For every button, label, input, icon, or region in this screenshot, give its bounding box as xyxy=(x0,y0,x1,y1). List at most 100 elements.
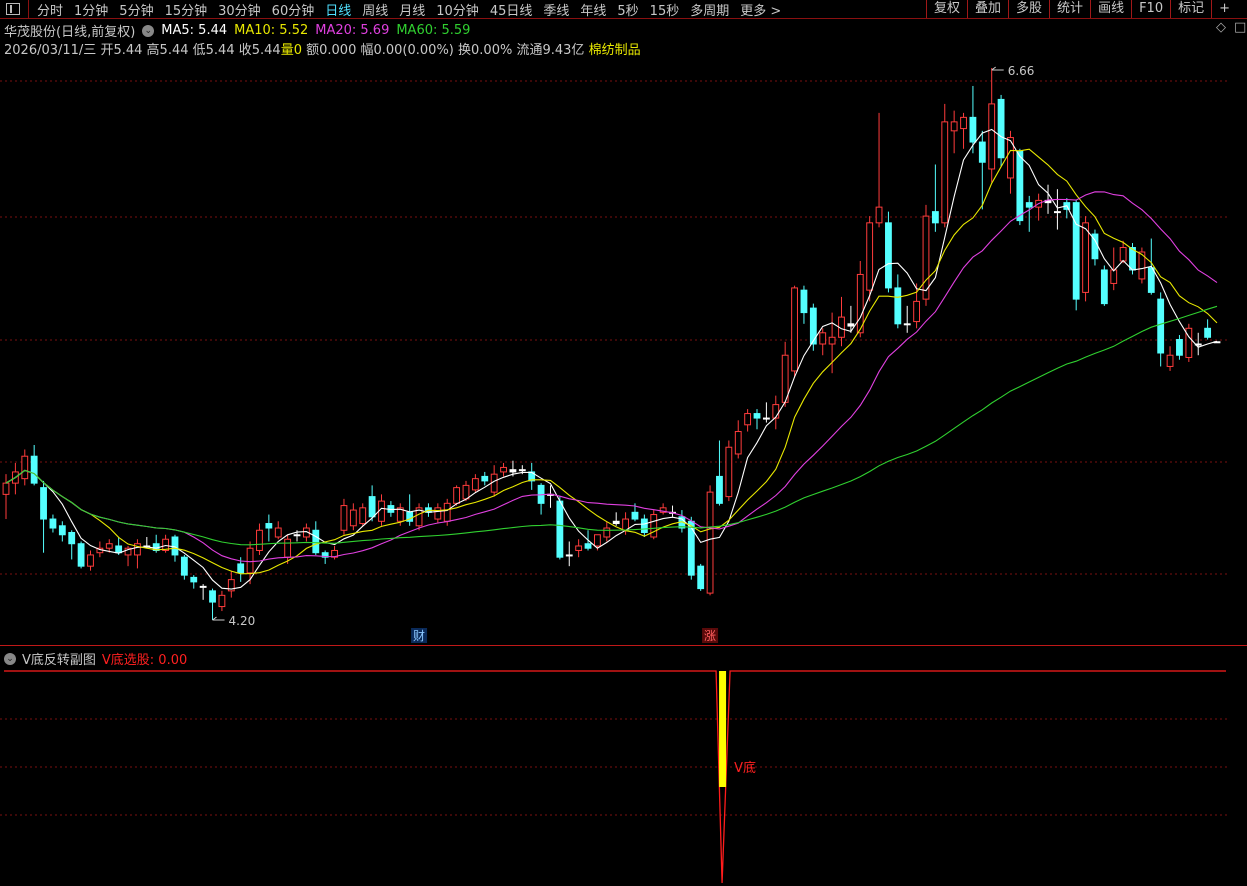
candle-body xyxy=(453,487,461,504)
candle-body xyxy=(209,590,216,603)
sector-link[interactable]: 棉纺制品 xyxy=(588,43,641,58)
candle xyxy=(950,110,958,154)
period-tab[interactable]: 15分钟 xyxy=(164,3,208,19)
kline-chart[interactable]: 6.66 4.20 财 涨 V底 xyxy=(0,58,1247,886)
candle xyxy=(650,510,658,540)
candle xyxy=(40,480,47,553)
candle-body xyxy=(265,523,273,529)
candle-body xyxy=(960,116,967,130)
candle-body xyxy=(725,446,733,498)
event-marker: 财 xyxy=(413,629,425,643)
candle xyxy=(199,584,207,600)
candle xyxy=(856,260,864,338)
candle-body xyxy=(87,554,94,567)
period-tab[interactable]: 60分钟 xyxy=(271,3,315,19)
period-tab[interactable]: 周线 xyxy=(362,3,389,19)
candle-body xyxy=(124,547,132,556)
toolbar-button[interactable]: 多股 xyxy=(1008,0,1049,18)
candle-body xyxy=(697,565,705,590)
candle-body xyxy=(988,103,996,170)
candle xyxy=(21,449,29,486)
ma20-line xyxy=(5,191,1218,563)
candle xyxy=(706,485,714,596)
period-tab[interactable]: 5秒 xyxy=(617,3,639,19)
candle xyxy=(772,395,780,430)
period-tab[interactable]: 更多 > xyxy=(740,3,782,19)
candle xyxy=(105,539,113,553)
period-tab[interactable]: 1分钟 xyxy=(74,3,109,19)
candle-body xyxy=(1185,327,1193,358)
candle xyxy=(227,570,235,598)
candle xyxy=(1176,335,1183,360)
candle-body xyxy=(866,222,874,291)
candle-body xyxy=(1007,137,1014,179)
candle-body xyxy=(415,507,423,527)
toolbar-button[interactable]: + xyxy=(1211,0,1237,18)
period-tab[interactable]: 10分钟 xyxy=(436,3,479,19)
candle-body xyxy=(30,455,38,484)
quote-change: 幅0.00(0.00%) xyxy=(360,43,454,58)
candle-body xyxy=(359,507,367,525)
candle-body xyxy=(565,554,573,557)
toolbar-button[interactable]: F10 xyxy=(1131,0,1170,18)
candle-body xyxy=(227,579,235,592)
period-tab[interactable]: 分时 xyxy=(37,3,64,19)
candle xyxy=(556,496,564,560)
quote-close: 收5.44 xyxy=(238,43,281,58)
candle-body xyxy=(180,556,188,576)
candle-body xyxy=(162,538,169,551)
candle xyxy=(1110,247,1118,291)
ma10-value: MA10: 5.52 xyxy=(234,23,309,38)
candle xyxy=(180,554,188,580)
candle-body xyxy=(340,505,348,531)
toolbar-button[interactable]: 统计 xyxy=(1049,0,1090,18)
toolbar-button[interactable]: 叠加 xyxy=(967,0,1008,18)
period-tab[interactable]: 5分钟 xyxy=(119,3,154,19)
candle xyxy=(190,575,198,589)
candle xyxy=(716,440,723,506)
candle-body xyxy=(237,563,245,574)
period-tab[interactable]: 30分钟 xyxy=(218,3,261,19)
toolbar-button[interactable]: 画线 xyxy=(1090,0,1131,18)
toolbar-button[interactable]: 标记 xyxy=(1170,0,1211,18)
candle-body xyxy=(828,336,836,345)
candle-body xyxy=(894,287,902,325)
candle xyxy=(753,409,761,430)
toolbar-button[interactable]: 复权 xyxy=(926,0,967,18)
high-price-label-arrow xyxy=(991,66,1004,71)
candle xyxy=(866,216,874,302)
square-icon[interactable]: □ xyxy=(1234,20,1247,35)
period-tab[interactable]: 15秒 xyxy=(649,3,680,19)
candle-body xyxy=(706,491,714,594)
candle xyxy=(209,588,216,621)
chevron-down-icon[interactable]: ⌄ xyxy=(4,652,16,665)
candle-body xyxy=(772,404,780,419)
period-tab[interactable]: 日线 xyxy=(325,3,352,19)
diamond-icon[interactable]: ◇ xyxy=(1216,20,1226,35)
v-bottom-line xyxy=(4,670,1226,884)
period-tab[interactable]: 月线 xyxy=(399,3,426,19)
candle-body xyxy=(1166,354,1174,367)
candle-body xyxy=(687,520,695,576)
ma10-line xyxy=(5,148,1218,575)
candle-body xyxy=(218,594,226,608)
period-tab[interactable]: 45日线 xyxy=(489,3,533,19)
ma5-value: MA5: 5.44 xyxy=(161,23,228,38)
candle xyxy=(697,563,705,591)
period-tab[interactable]: 多周期 xyxy=(690,3,730,19)
candle xyxy=(1100,265,1108,306)
chevron-down-icon[interactable]: ⌄ xyxy=(142,24,155,37)
candle-body xyxy=(471,478,479,491)
candle xyxy=(2,474,10,520)
panel-toggle-icon[interactable] xyxy=(6,3,20,15)
period-tab[interactable]: 季线 xyxy=(543,3,570,19)
candle-body xyxy=(950,121,958,132)
period-tab[interactable]: 年线 xyxy=(580,3,607,19)
candle xyxy=(500,462,507,477)
high-price-label: 6.66 xyxy=(1008,64,1035,78)
candle-body xyxy=(284,538,292,558)
candle-body xyxy=(396,507,404,522)
chart-corner-icons: ◇ □ xyxy=(1216,20,1246,35)
candle-body xyxy=(509,469,517,473)
period-tabs: 分时 1分钟 5分钟 15分钟 30分钟 60分钟 日线 周线 月线 10分钟 45日线 季线 年线 5秒… xyxy=(37,0,781,19)
